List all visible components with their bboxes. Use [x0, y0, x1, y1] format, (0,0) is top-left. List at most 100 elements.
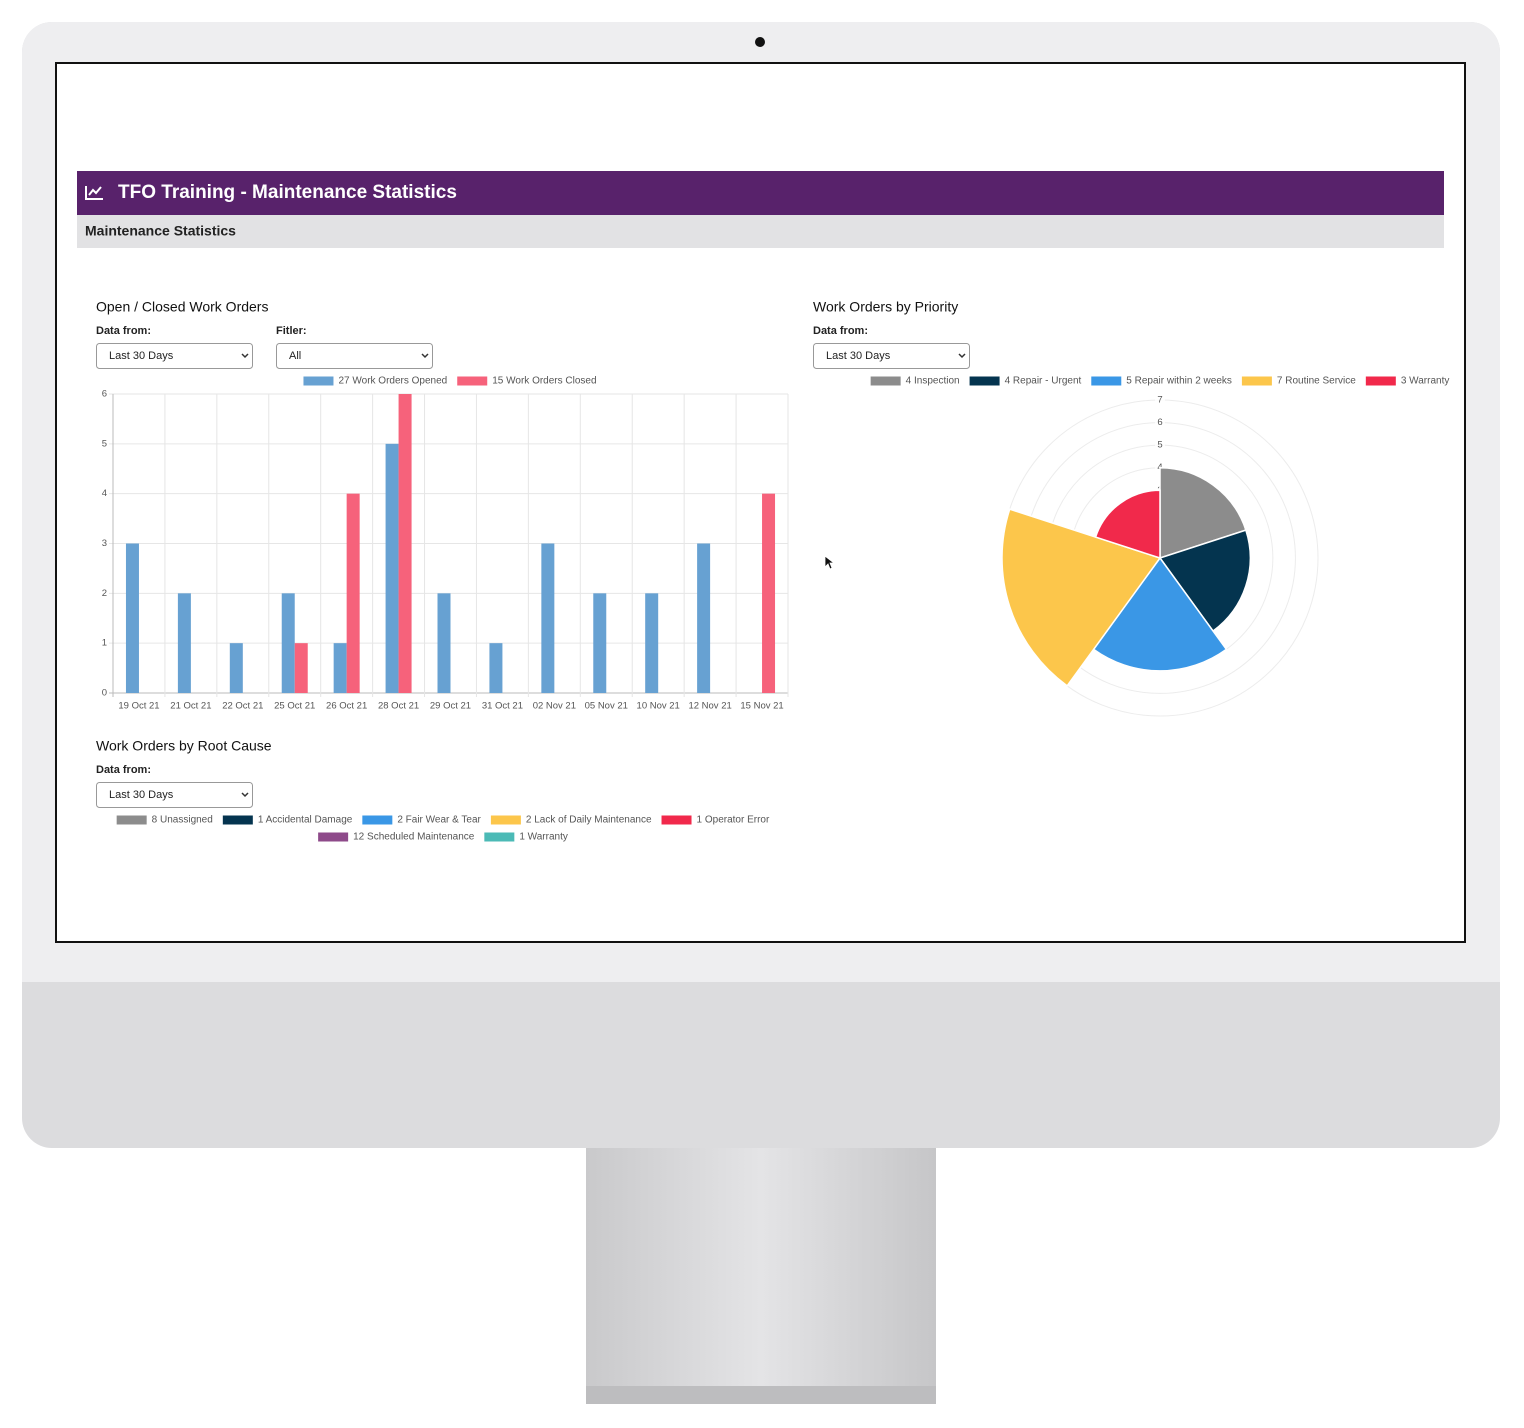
bar [541, 543, 555, 693]
y-tick-label: 3 [102, 538, 107, 549]
bar [697, 543, 711, 693]
y-tick-label: 1 [102, 638, 107, 649]
legend-label: 12 Scheduled Maintenance [353, 832, 475, 843]
legend-item: 3 Warranty [1365, 376, 1450, 387]
legend-label: 1 Warranty [519, 832, 568, 843]
legend-item: 1 Operator Error [661, 815, 770, 826]
r-tick-label: 7 [1157, 395, 1162, 406]
chart-title: Work Orders by Root Cause [96, 738, 272, 754]
legend-item: 7 Routine Service [1241, 376, 1356, 387]
bar [645, 593, 659, 693]
legend-label: 1 Accidental Damage [258, 815, 353, 826]
legend-item: 12 Scheduled Maintenance [318, 832, 475, 843]
legend-swatch [303, 376, 334, 386]
y-tick-label: 0 [102, 688, 107, 699]
dropdown-value[interactable]: Last 30 Days [109, 789, 174, 801]
legend-item: 8 Unassigned [116, 815, 213, 826]
x-tick-label: 29 Oct 21 [430, 701, 471, 712]
legend-label: 7 Routine Service [1277, 376, 1356, 387]
y-tick-label: 4 [102, 488, 107, 499]
section-bar [77, 215, 1444, 248]
legend-swatch [490, 815, 521, 825]
legend-item: 5 Repair within 2 weeks [1091, 376, 1232, 387]
x-tick-label: 15 Nov 21 [740, 701, 783, 712]
dropdown-value[interactable]: Last 30 Days [109, 350, 174, 362]
legend-label: 5 Repair within 2 weeks [1126, 376, 1232, 387]
legend-label: 3 Warranty [1401, 376, 1450, 387]
dropdown-chevron[interactable] [958, 353, 966, 359]
bar [281, 593, 295, 693]
legend-swatch [222, 815, 253, 825]
legend-label: 15 Work Orders Closed [492, 376, 596, 387]
control-label: Data from: [813, 325, 868, 337]
dropdown-value[interactable]: Last 30 Days [826, 350, 891, 362]
legend-item: 2 Fair Wear & Tear [362, 815, 482, 826]
dropdown-chevron[interactable] [241, 353, 249, 359]
r-tick-label: 6 [1157, 417, 1162, 428]
dropdown-box[interactable] [96, 782, 253, 808]
legend-item: 1 Accidental Damage [222, 815, 353, 826]
chart-title: Open / Closed Work Orders [96, 299, 268, 315]
legend-swatch [1365, 376, 1396, 386]
legend-swatch [1091, 376, 1122, 386]
header-bar [77, 171, 1444, 215]
dropdown-chevron[interactable] [421, 353, 429, 359]
x-tick-label: 05 Nov 21 [585, 701, 628, 712]
x-tick-label: 28 Oct 21 [378, 701, 419, 712]
bar [489, 643, 503, 693]
stand [586, 1140, 936, 1390]
r-tick-label: 5 [1157, 440, 1162, 451]
control-label: Data from: [96, 325, 151, 337]
bar [346, 493, 360, 693]
legend-swatch [1241, 376, 1272, 386]
dropdown-box[interactable] [96, 343, 253, 369]
tick-backdrop [1155, 394, 1165, 406]
x-tick-label: 02 Nov 21 [533, 701, 576, 712]
legend-label: 8 Unassigned [152, 815, 213, 826]
polar-slice [1159, 466, 1247, 560]
control-label: Data from: [96, 764, 151, 776]
y-tick-label: 5 [102, 438, 107, 449]
legend-swatch [661, 815, 692, 825]
dropdown[interactable]: Last 30 Days [96, 343, 253, 369]
legend-swatch [484, 832, 515, 842]
bar [385, 443, 399, 693]
bar [294, 643, 308, 693]
dropdown[interactable]: All [276, 343, 433, 369]
camera [755, 37, 765, 47]
dropdown-box[interactable] [276, 343, 433, 369]
mouse-cursor [824, 555, 836, 570]
legend-swatch [969, 376, 1000, 386]
bar [333, 643, 347, 693]
legend-label: 4 Repair - Urgent [1005, 376, 1082, 387]
page-title: TFO Training - Maintenance Statistics [118, 182, 457, 203]
legend-label: 1 Operator Error [697, 815, 770, 826]
bar [229, 643, 243, 693]
polar-slice [1001, 508, 1162, 687]
legend-item: 2 Lack of Daily Maintenance [490, 815, 652, 826]
legend-item: 4 Inspection [870, 376, 960, 387]
x-tick-label: 19 Oct 21 [118, 701, 159, 712]
tick-backdrop [1155, 416, 1165, 429]
chart-icon [85, 186, 103, 200]
x-tick-label: 25 Oct 21 [274, 701, 315, 712]
dropdown-value[interactable]: All [289, 350, 301, 362]
dropdown-box[interactable] [813, 343, 970, 369]
legend-label: 2 Lack of Daily Maintenance [526, 815, 652, 826]
legend-swatch [318, 832, 349, 842]
dropdown-chevron[interactable] [241, 792, 249, 798]
polar-slice [1094, 489, 1161, 560]
bar [593, 593, 607, 693]
x-tick-label: 26 Oct 21 [326, 701, 367, 712]
chart-title: Work Orders by Priority [813, 299, 958, 315]
legend-item: 15 Work Orders Closed [457, 376, 597, 387]
dropdown[interactable]: Last 30 Days [96, 782, 253, 808]
legend-item: 27 Work Orders Opened [303, 376, 447, 387]
dropdown[interactable]: Last 30 Days [813, 343, 970, 369]
legend-item: 4 Repair - Urgent [969, 376, 1082, 387]
stand-foot [586, 1386, 936, 1404]
x-tick-label: 22 Oct 21 [222, 701, 263, 712]
legend-swatch [116, 815, 147, 825]
